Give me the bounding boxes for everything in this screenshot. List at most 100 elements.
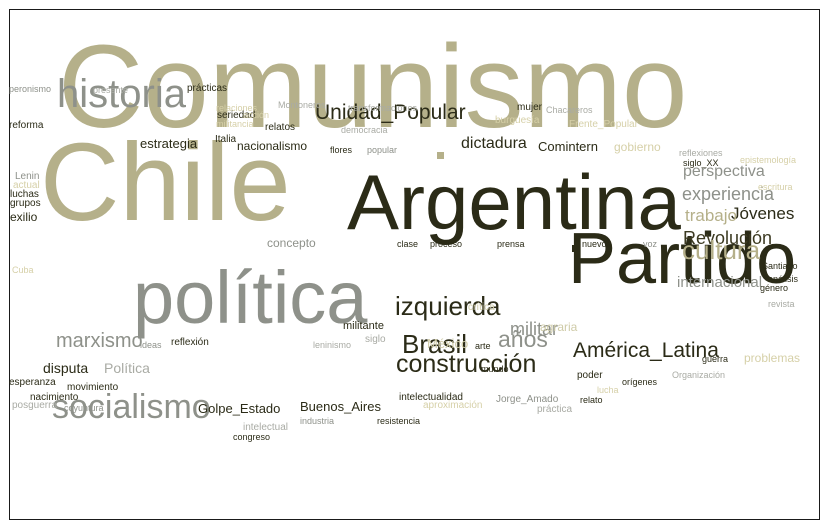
word-genero: género <box>760 282 789 293</box>
word-anos: años <box>498 326 548 353</box>
word-comunismo: Comunismo <box>58 21 688 154</box>
word-socialismo: socialismo <box>52 388 211 427</box>
word-resistencia: resistencia <box>377 415 421 426</box>
word-epistemologia: epistemología <box>740 154 797 165</box>
word-perspectiva: perspectiva <box>683 162 765 180</box>
square-marker-1 <box>437 152 444 159</box>
word-democracia: democracia <box>341 124 388 135</box>
word-mundo: mundo <box>481 363 509 374</box>
word-revista: revista <box>768 298 795 309</box>
word-prensa: prensa <box>497 238 525 249</box>
word-flores: flores <box>330 144 353 155</box>
word-aproximacion: aproximación <box>423 399 483 411</box>
word-trabajo: trabajo <box>685 206 737 226</box>
word-cultura: cultura <box>682 234 761 265</box>
word-santiago: Santiago <box>762 260 798 271</box>
word-clase: clase <box>397 238 419 249</box>
word-marxismo: marxismo <box>56 329 143 352</box>
word-ideas: ideas <box>140 339 162 350</box>
word-reflexiones: reflexiones <box>679 147 723 158</box>
word-concepto: concepto <box>267 236 316 251</box>
word-historia: historia <box>57 72 186 117</box>
word-jorge-amado: Jorge_Amado <box>496 393 559 405</box>
word-brasil: Brasil <box>402 328 468 359</box>
word-mexico: México <box>427 336 469 352</box>
word-luchas: luchas <box>10 188 39 200</box>
word-guerra: guerra <box>702 353 729 364</box>
word-presente: presente <box>93 84 129 95</box>
word-america-latina: América_Latina <box>573 338 719 362</box>
word-burguesia: burguesía <box>495 114 540 126</box>
word-origenes: orígenes <box>622 376 658 387</box>
word-politica: Política <box>104 359 150 376</box>
word-exilio: exilio <box>10 210 38 225</box>
word-transformaciones: transformaciones <box>348 102 418 113</box>
word-relaciones: relaciones <box>216 102 258 113</box>
word-revolucion: Revolución <box>683 228 773 249</box>
word-experiencia: experiencia <box>682 184 775 205</box>
word-montoneros: Montoneros <box>278 99 326 110</box>
word-intelectualidad: intelectualidad <box>399 391 463 403</box>
word-dictadura: dictadura <box>461 134 527 152</box>
word-nacionalismo: nacionalismo <box>237 139 308 154</box>
word-lucha: lucha <box>597 384 619 395</box>
word-critica: crítica <box>468 301 495 313</box>
word-internacional: internacional <box>677 273 763 291</box>
word-nuevos: nuevos <box>582 238 612 249</box>
word-movimiento: movimiento <box>67 381 119 393</box>
word-reflexion: reflexión <box>171 336 209 348</box>
word-practica: práctica <box>537 403 573 415</box>
word-golpe-estado: Golpe_Estado <box>198 401 281 417</box>
word-relato: relato <box>580 394 603 405</box>
word-poder: poder <box>577 369 603 381</box>
word-problemas: problemas <box>744 351 801 366</box>
word-leninismo: leninismo <box>313 339 352 350</box>
word-construccion: construcción <box>396 349 537 378</box>
word-siglo: siglo <box>365 333 386 345</box>
word-siglo-xx: siglo_XX <box>683 157 719 168</box>
word-actual: actual <box>13 179 40 191</box>
word-escritura: escritura <box>758 181 793 192</box>
word-congreso: congreso <box>233 431 271 442</box>
word-jovenes: Jóvenes <box>731 204 795 224</box>
word-posguerra: posguerra <box>12 399 58 411</box>
word-organizacion: Organización <box>672 369 726 380</box>
word-politica: política <box>133 256 368 340</box>
word-intelectual: intelectual <box>243 421 289 433</box>
word-lenin: Lenin <box>15 170 40 182</box>
word-voz: voz <box>643 238 658 249</box>
word-cuba: Cuba <box>12 264 34 275</box>
word-unidad-popular: Unidad_Popular <box>315 100 466 124</box>
word-italia: Italia <box>215 133 237 145</box>
word-chacareros: Chacareros <box>546 104 593 115</box>
word-practicas: prácticas <box>187 82 228 94</box>
word-analisis: análisis <box>768 273 799 284</box>
image-frame <box>9 9 820 520</box>
word-grupos: grupos <box>10 197 41 209</box>
word-argentina: Argentina <box>347 158 681 247</box>
word-frente-popular: Frente_Popular <box>569 118 638 130</box>
word-estrategia: estrategia <box>140 136 198 152</box>
word-mujer: mujer <box>517 101 543 113</box>
word-esperanza: esperanza <box>9 376 56 388</box>
word-accion: acción <box>243 109 270 120</box>
word-seriedad: seriedad <box>217 109 256 121</box>
word-chile: Chile <box>40 120 291 244</box>
word-militancia: militancia <box>216 118 254 129</box>
word-buenos-aires: Buenos_Aires <box>300 399 381 415</box>
word-gobierno: gobierno <box>614 140 661 155</box>
word-popular: popular <box>367 144 398 155</box>
word-relatos: relatos <box>265 121 296 133</box>
word-agraria: agraria <box>540 320 578 335</box>
word-militar: militar <box>510 319 558 340</box>
word-peronismo: peronismo <box>9 83 52 94</box>
word-izquierda: izquierda <box>395 290 501 321</box>
word-arte: arte <box>475 340 491 351</box>
word-reforma: reforma <box>9 119 44 131</box>
word-nacimiento: nacimiento <box>30 391 79 403</box>
word-disputa: disputa <box>43 359 89 376</box>
square-marker-2 <box>572 245 579 252</box>
word-proceso: proceso <box>430 238 463 249</box>
word-industria: industria <box>300 415 335 426</box>
